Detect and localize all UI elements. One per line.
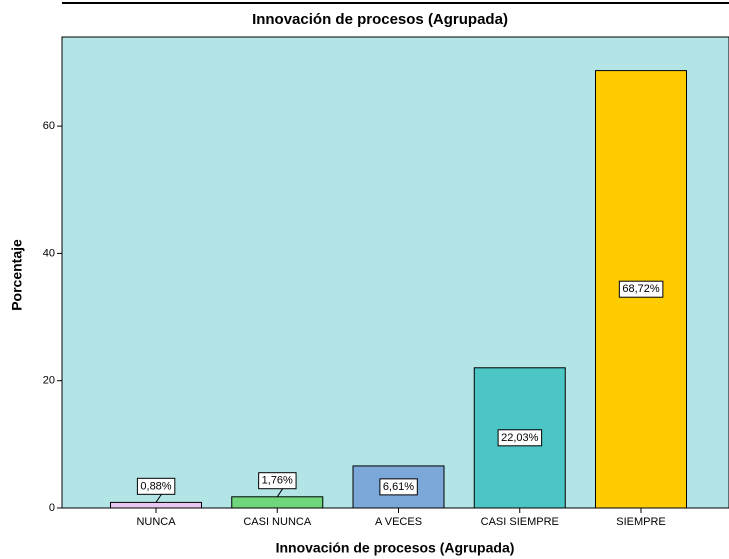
- y-tick-label: 60: [43, 120, 55, 132]
- x-axis-label: Innovación de procesos (Agrupada): [276, 540, 515, 556]
- data-label-box: [618, 280, 664, 298]
- data-label: 6,61%: [383, 481, 414, 493]
- y-tick-label: 20: [43, 375, 55, 387]
- leader-line: [155, 493, 163, 503]
- x-tick-label: NUNCA: [136, 516, 176, 528]
- data-label-box: [497, 429, 543, 447]
- data-label-box: [136, 477, 176, 495]
- data-label: 68,72%: [622, 283, 660, 295]
- x-tick-label: A VECES: [375, 516, 422, 528]
- bar: [231, 496, 324, 509]
- data-label: 0,88%: [140, 480, 171, 492]
- data-label: 22,03%: [501, 432, 539, 444]
- y-axis-label: Porcentaje: [9, 239, 25, 311]
- leader-line: [276, 487, 284, 498]
- bar: [110, 501, 202, 509]
- data-label: 1,76%: [262, 475, 293, 487]
- chart-title: Innovación de procesos (Agrupada): [252, 11, 508, 28]
- y-tick-label: 40: [43, 247, 55, 259]
- x-tick-label: SIEMPRE: [616, 516, 666, 528]
- x-tick-label: CASI NUNCA: [243, 516, 312, 528]
- data-label-box: [379, 478, 418, 496]
- y-tick-label: 0: [49, 502, 55, 514]
- data-label-box: [258, 472, 297, 490]
- x-tick-label: CASI SIEMPRE: [481, 516, 559, 528]
